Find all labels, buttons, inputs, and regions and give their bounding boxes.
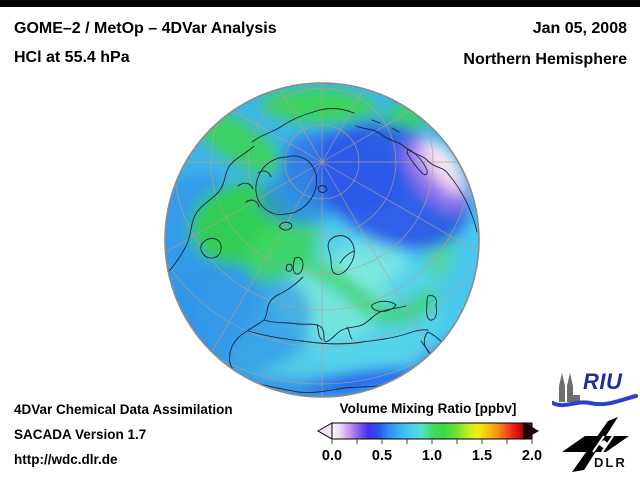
- colorbar-labels: 0.0 0.5 1.0 1.5 2.0: [312, 448, 544, 466]
- credit-line: 4DVar Chemical Data Assimilation: [14, 402, 233, 417]
- riu-logo: RIU: [551, 369, 638, 411]
- graticule: [165, 83, 479, 397]
- tick-label: 0.0: [321, 448, 343, 464]
- dlr-arrow-icon: [562, 417, 629, 472]
- top-black-bar: [0, 0, 640, 7]
- riu-logo-graphic: [551, 373, 638, 408]
- tick-label: 0.5: [371, 448, 393, 464]
- cathedral-icon: [559, 373, 580, 402]
- tick-label: 2.0: [521, 448, 543, 464]
- rhine-wave-icon: [551, 394, 638, 408]
- header-right: Jan 05, 2008 Northern Hemisphere: [463, 14, 627, 74]
- figure-region: Northern Hemisphere: [463, 51, 627, 68]
- dlr-logo: DLR: [558, 410, 638, 476]
- figure-subtitle: HCl at 55.4 hPa: [14, 49, 130, 66]
- tick-label: 1.5: [471, 448, 493, 464]
- colorbar-over-arrow: [523, 422, 540, 440]
- credit-url: http://wdc.dlr.de: [14, 452, 118, 467]
- riu-logo-text: RIU: [583, 369, 623, 394]
- header-left: GOME–2 / MetOp – 4DVar Analysis HCl at 5…: [14, 14, 277, 72]
- credit-line: SACADA Version 1.7: [14, 427, 147, 442]
- colorbar-gradient: [331, 422, 533, 440]
- colorbar-under-arrow: [316, 422, 333, 440]
- tick-label: 1.0: [421, 448, 443, 464]
- dlr-logo-text: DLR: [594, 455, 627, 470]
- colorbar: [316, 422, 540, 444]
- figure-title: GOME–2 / MetOp – 4DVar Analysis: [14, 20, 277, 37]
- dlr-logo-graphic: [562, 417, 629, 472]
- colorbar-title: Volume Mixing Ratio [ppbv]: [339, 401, 517, 416]
- figure-date: Jan 05, 2008: [532, 20, 627, 37]
- credits-block: 4DVar Chemical Data Assimilation SACADA …: [14, 401, 233, 468]
- colorbar-ticks: [331, 439, 533, 444]
- globe-rim: [164, 82, 480, 398]
